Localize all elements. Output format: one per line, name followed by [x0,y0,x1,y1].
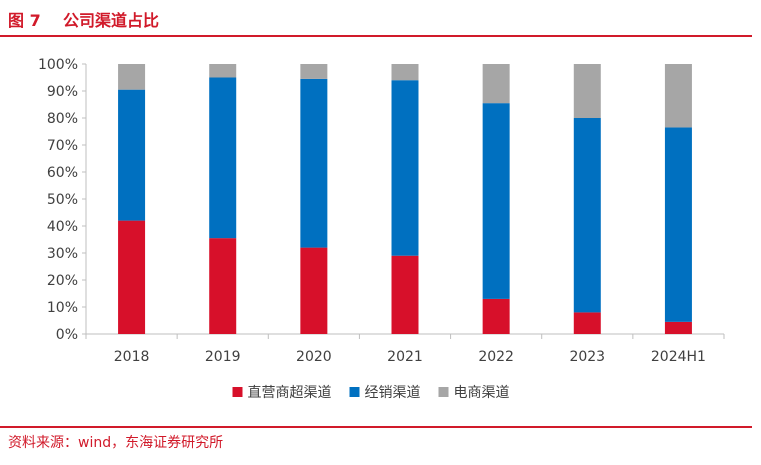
y-tick-label: 10% [47,300,78,316]
bar-segment [391,64,419,81]
bar-segment [391,255,419,334]
bar-segment [664,127,692,322]
bar-segment [573,64,601,118]
bar-segment [664,321,692,334]
legend-label: 经销渠道 [365,385,421,401]
legend-swatch [349,387,360,397]
y-tick-label: 100% [38,57,78,73]
y-tick-label: 30% [47,246,78,262]
x-tick-label: 2018 [114,349,150,365]
y-tick-label: 80% [47,111,78,127]
bar-segment [118,64,146,90]
y-tick-label: 90% [47,84,78,100]
figure-title: 图 7 公司渠道占比 [8,11,159,30]
bar-segment [482,64,510,104]
bar-segment [209,238,237,334]
y-tick-label: 60% [47,165,78,181]
bar-segment [209,77,237,239]
title-rule [0,35,752,37]
bar-segment [209,64,237,78]
bar-segment [664,64,692,128]
y-tick-label: 70% [47,138,78,154]
bar-segment [391,80,419,256]
y-tick-label: 0% [56,327,78,343]
bar-segment [118,220,146,334]
legend-label: 电商渠道 [454,385,510,401]
x-tick-label: 2022 [478,349,514,365]
bar-segment [482,298,510,334]
x-tick-label: 2023 [569,349,605,365]
legend-swatch [232,387,243,397]
bar-segment [118,89,146,221]
legend-label: 直营商超渠道 [248,384,332,401]
bar-segment [573,312,601,334]
stacked-bar-chart: 0% 10% 20% 30% 40% 50% 60% 70% 80% 90% 100% 2018 201… [38,57,725,401]
x-tick-label: 2024H1 [651,349,706,365]
bar-segment [573,118,601,313]
source-rule [0,426,752,428]
y-tick-label: 40% [47,219,78,235]
y-tick-label: 50% [47,192,78,208]
source-note: 资料来源：wind，东海证券研究所 [8,435,224,451]
bar-segment [300,78,328,248]
bar-segment [482,103,510,299]
x-tick-label: 2021 [387,349,423,365]
bar-segment [300,247,328,334]
x-tick-label: 2019 [205,349,241,365]
legend-swatch [438,387,449,397]
y-tick-label: 20% [47,273,78,289]
x-tick-label: 2020 [296,349,332,365]
bar-segment [300,64,328,79]
